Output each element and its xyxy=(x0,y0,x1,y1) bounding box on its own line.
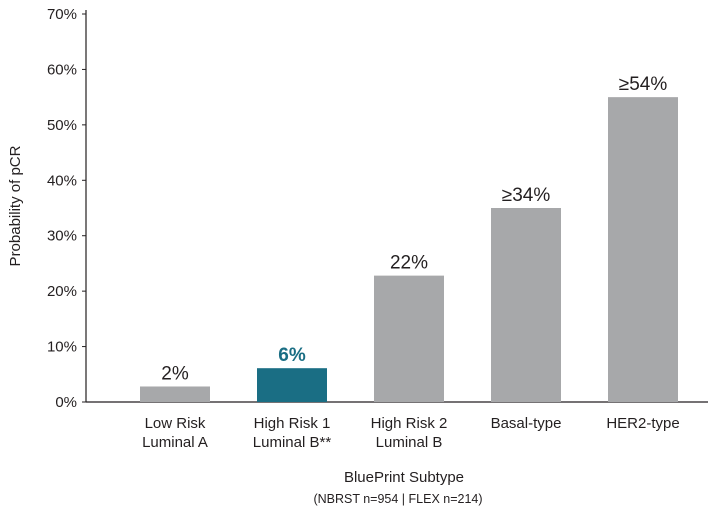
y-tick-label: 0% xyxy=(55,394,77,411)
y-axis-title: Probability of pCR xyxy=(7,145,24,266)
y-tick-label: 60% xyxy=(47,61,77,78)
data-label: 22% xyxy=(390,253,428,274)
footnote: (NBRST n=954 | FLEX n=214) xyxy=(313,492,482,506)
bar xyxy=(608,97,678,403)
bar xyxy=(257,368,327,402)
x-category-label: Low Risk xyxy=(145,415,206,432)
x-category-label: Luminal B xyxy=(376,434,443,451)
bars xyxy=(140,97,678,403)
x-category-label: Luminal B** xyxy=(253,434,332,451)
y-tick-label: 50% xyxy=(47,117,77,134)
data-labels: 2% 6% 22% ≥34% ≥54% xyxy=(161,74,667,384)
y-tick-label: 20% xyxy=(47,283,77,300)
y-tick-label: 40% xyxy=(47,172,77,189)
data-label: 6% xyxy=(278,345,306,366)
data-label: ≥54% xyxy=(619,74,668,95)
bar xyxy=(374,275,444,402)
x-category-label: High Risk 2 xyxy=(371,415,448,432)
data-label: ≥34% xyxy=(502,185,551,206)
x-category-label: High Risk 1 xyxy=(254,415,331,432)
data-label: 2% xyxy=(161,363,189,384)
x-category-label: HER2-type xyxy=(606,415,679,432)
y-tick-label: 70% xyxy=(47,6,77,23)
x-category-label: Basal-type xyxy=(491,415,562,432)
x-category-labels: Low Risk Luminal A High Risk 1 Luminal B** H… xyxy=(142,415,680,451)
y-axis: 0% 10% 20% 30% 40% 50% 60% 70% xyxy=(47,6,87,411)
y-tick-label: 30% xyxy=(47,228,77,245)
bar xyxy=(140,386,210,402)
x-category-label: Luminal A xyxy=(142,434,208,451)
x-axis-title: BluePrint Subtype xyxy=(344,469,464,486)
y-tick-label: 10% xyxy=(47,339,77,356)
bar xyxy=(491,208,561,402)
